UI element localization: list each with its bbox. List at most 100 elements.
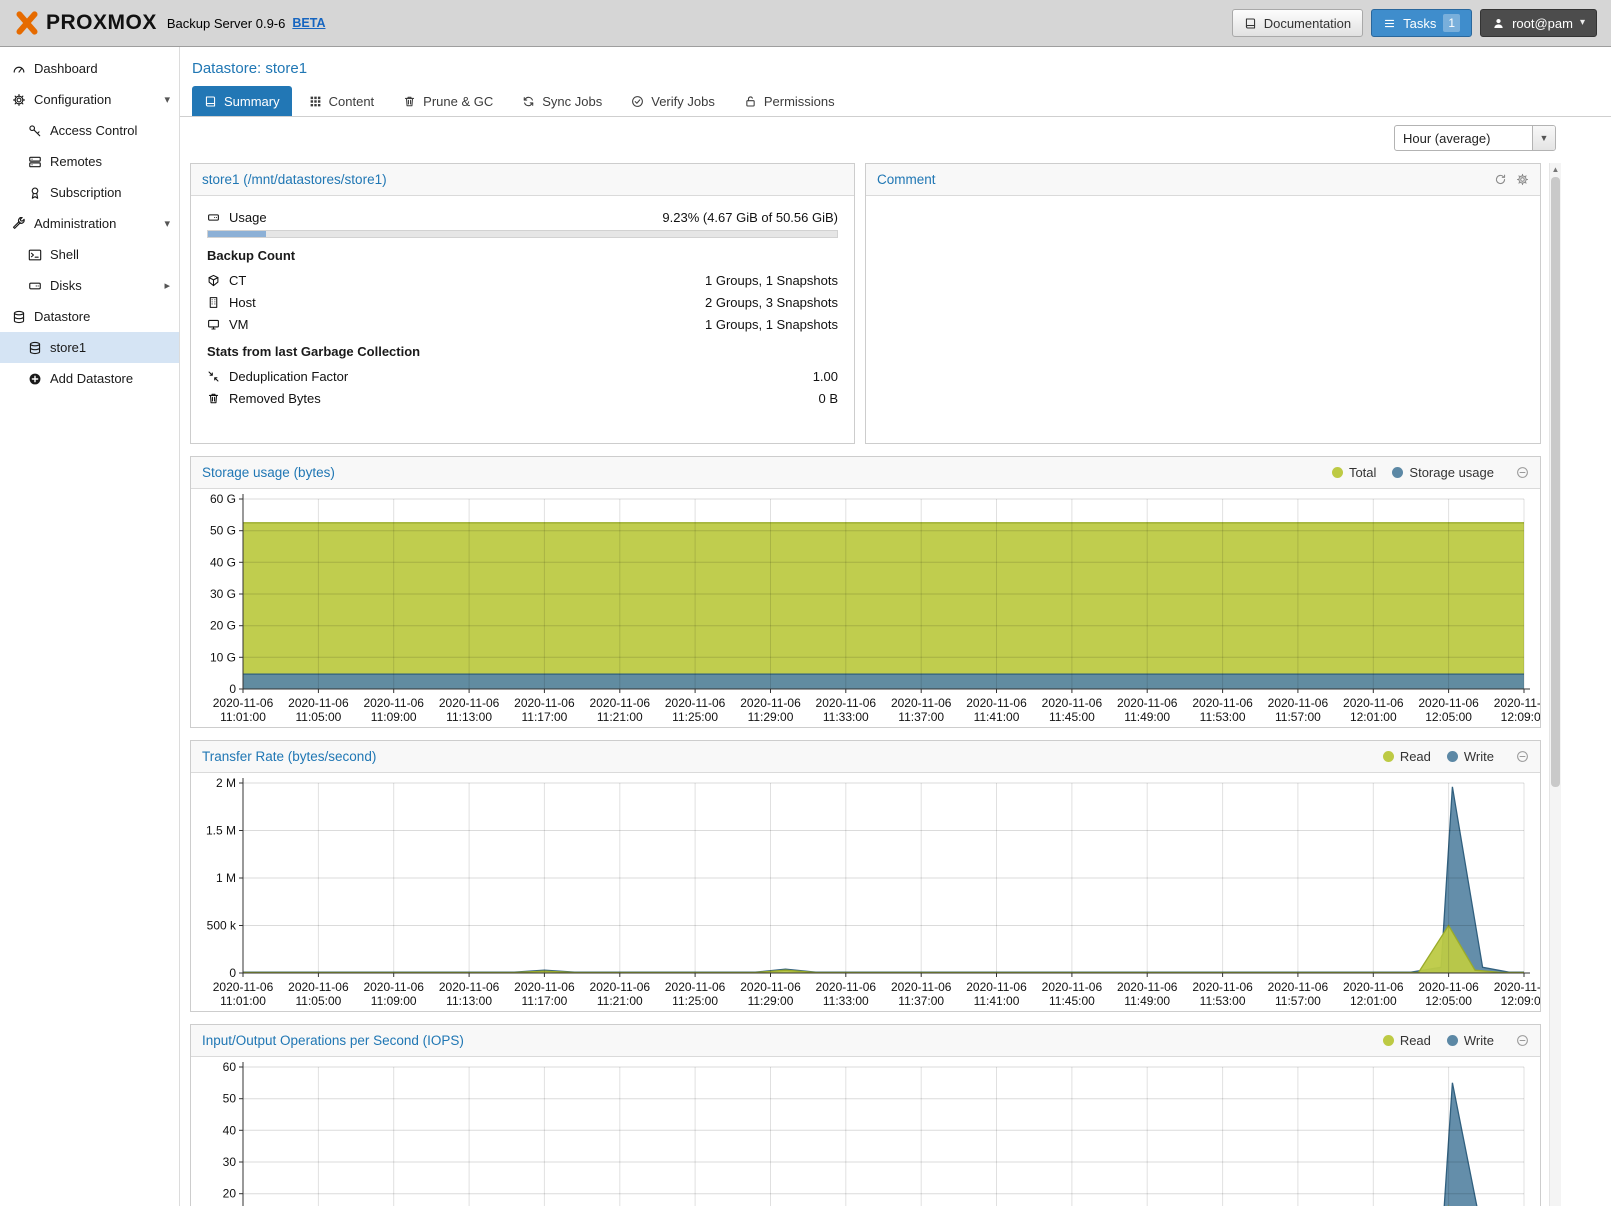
tab-prune-gc[interactable]: Prune & GC: [391, 86, 505, 116]
main-area: Datastore: store1 Summary Content Prune …: [180, 47, 1611, 1206]
sidebar-item-label: Disks: [50, 278, 82, 293]
legend-item-write: Write: [1446, 749, 1494, 764]
gc-row-dedup: Deduplication Factor 1.00: [207, 365, 838, 387]
svg-text:2020-11-06: 2020-11-06: [816, 696, 877, 710]
comment-body[interactable]: [866, 196, 1540, 216]
count-row-vm: VM 1 Groups, 1 Snapshots: [207, 313, 838, 335]
ribbon-icon: [31, 187, 39, 199]
collapse-icon[interactable]: [1516, 750, 1529, 763]
svg-text:11:09:00: 11:09:00: [371, 994, 417, 1008]
legend-label: Read: [1399, 749, 1431, 764]
user-menu-button[interactable]: root@pam ▾: [1480, 9, 1597, 37]
tab-permissions[interactable]: Permissions: [732, 86, 847, 116]
svg-text:20 G: 20 G: [210, 619, 236, 633]
chart-legend: Total Storage usage: [1331, 465, 1529, 480]
expand-arrow-icon[interactable]: ▸: [164, 280, 170, 292]
tab-sync-jobs[interactable]: Sync Jobs: [510, 86, 614, 116]
gc-label: Removed Bytes: [229, 390, 321, 406]
storage-usage-panel: Storage usage (bytes) Total Storage usag…: [190, 456, 1555, 728]
chart-legend: Read Write: [1382, 1033, 1529, 1048]
combo-trigger[interactable]: ▼: [1532, 126, 1555, 150]
count-value: 2 Groups, 3 Snapshots: [705, 294, 838, 310]
svg-text:11:41:00: 11:41:00: [974, 994, 1020, 1008]
refresh-icon[interactable]: [1494, 173, 1507, 186]
iops-chart: 01020304050602020-11-0611:01:002020-11-0…: [191, 1057, 1540, 1206]
hard-disk-icon: [208, 213, 219, 221]
book-icon: [205, 96, 216, 106]
grid-icon: [310, 96, 320, 106]
svg-text:2020-11-06: 2020-11-06: [1494, 980, 1540, 994]
timeframe-select[interactable]: Hour (average) ▼: [1394, 125, 1556, 151]
sidebar-item-administration[interactable]: Administration ▾: [0, 208, 179, 239]
count-label: Host: [229, 294, 256, 310]
svg-text:2020-11-06: 2020-11-06: [1042, 980, 1103, 994]
sidebar-item-store1[interactable]: store1: [0, 332, 179, 363]
vertical-scrollbar[interactable]: ▲: [1549, 163, 1561, 1206]
svg-text:11:21:00: 11:21:00: [597, 710, 643, 724]
sidebar-item-datastore[interactable]: Datastore: [0, 301, 179, 332]
svg-text:2020-11-06: 2020-11-06: [891, 980, 952, 994]
svg-text:60 G: 60 G: [210, 492, 236, 506]
sidebar-item-add-datastore[interactable]: Add Datastore: [0, 363, 179, 394]
gc-value: 0 B: [818, 390, 838, 406]
svg-text:2020-11-06: 2020-11-06: [590, 696, 651, 710]
sidebar-item-shell[interactable]: Shell: [0, 239, 179, 270]
svg-text:1.5 M: 1.5 M: [206, 824, 236, 838]
hard-disk-icon: [29, 282, 41, 289]
tab-verify-jobs[interactable]: Verify Jobs: [619, 86, 727, 116]
legend-label: Write: [1463, 1033, 1494, 1048]
legend-label: Write: [1463, 749, 1494, 764]
sidebar-item-access-control[interactable]: Access Control: [0, 115, 179, 146]
svg-text:2020-11-06: 2020-11-06: [288, 980, 349, 994]
svg-text:60: 60: [223, 1060, 237, 1074]
svg-text:2020-11-06: 2020-11-06: [665, 696, 726, 710]
legend-dot: [1382, 751, 1394, 762]
sidebar-item-disks[interactable]: Disks ▸: [0, 270, 179, 301]
scroll-up-arrow-icon[interactable]: ▲: [1551, 165, 1560, 174]
svg-text:2020-11-06: 2020-11-06: [1418, 696, 1479, 710]
svg-text:2020-11-06: 2020-11-06: [1192, 696, 1253, 710]
sidebar-item-label: Configuration: [34, 92, 112, 107]
svg-text:0: 0: [229, 966, 236, 980]
svg-text:11:49:00: 11:49:00: [1124, 994, 1170, 1008]
scrollbar-thumb[interactable]: [1551, 177, 1560, 787]
tab-content[interactable]: Content: [297, 86, 387, 116]
usage-label: Usage: [229, 209, 267, 225]
svg-text:2020-11-06: 2020-11-06: [363, 980, 424, 994]
tasks-button[interactable]: Tasks 1: [1371, 9, 1473, 37]
sidebar-item-label: Administration: [34, 216, 117, 231]
svg-text:12:09:00: 12:09:00: [1501, 710, 1540, 724]
svg-text:50 G: 50 G: [210, 524, 236, 538]
sidebar-item-remotes[interactable]: Remotes: [0, 146, 179, 177]
gc-value: 1.00: [812, 368, 838, 384]
collapse-arrow-icon[interactable]: ▾: [164, 218, 170, 230]
svg-text:2020-11-06: 2020-11-06: [1343, 696, 1404, 710]
svg-text:11:17:00: 11:17:00: [521, 994, 567, 1008]
datastore-info-panel: store1 (/mnt/datastores/store1) Usage 9.…: [190, 163, 855, 444]
app-header: PROXMOX Backup Server 0.9-6 BETA Documen…: [0, 0, 1611, 47]
backup-count-title: Backup Count: [207, 248, 296, 263]
summary-toolbar: Hour (average) ▼: [180, 117, 1611, 159]
sidebar-item-label: Add Datastore: [50, 371, 134, 386]
legend-dot: [1446, 751, 1458, 762]
legend-item-total: Total: [1331, 465, 1376, 480]
gear-icon[interactable]: [1516, 173, 1529, 186]
summary-content: store1 (/mnt/datastores/store1) Usage 9.…: [190, 163, 1555, 1206]
documentation-button[interactable]: Documentation: [1231, 9, 1364, 37]
svg-text:2020-11-06: 2020-11-06: [590, 980, 651, 994]
collapse-icon[interactable]: [1516, 466, 1529, 479]
sidebar-item-subscription[interactable]: Subscription: [0, 177, 179, 208]
svg-text:11:25:00: 11:25:00: [672, 710, 718, 724]
tab-summary[interactable]: Summary: [192, 86, 292, 116]
sidebar-item-configuration[interactable]: Configuration ▾: [0, 84, 179, 115]
svg-text:11:37:00: 11:37:00: [898, 710, 944, 724]
svg-text:2020-11-06: 2020-11-06: [213, 696, 274, 710]
collapse-arrow-icon[interactable]: ▾: [164, 94, 170, 106]
svg-text:11:33:00: 11:33:00: [823, 710, 869, 724]
beta-link[interactable]: BETA: [292, 16, 326, 30]
panel-title: store1 (/mnt/datastores/store1): [202, 172, 387, 187]
svg-text:2020-11-06: 2020-11-06: [740, 980, 801, 994]
sidebar-item-dashboard[interactable]: Dashboard: [0, 53, 179, 84]
collapse-icon[interactable]: [1516, 1034, 1529, 1047]
